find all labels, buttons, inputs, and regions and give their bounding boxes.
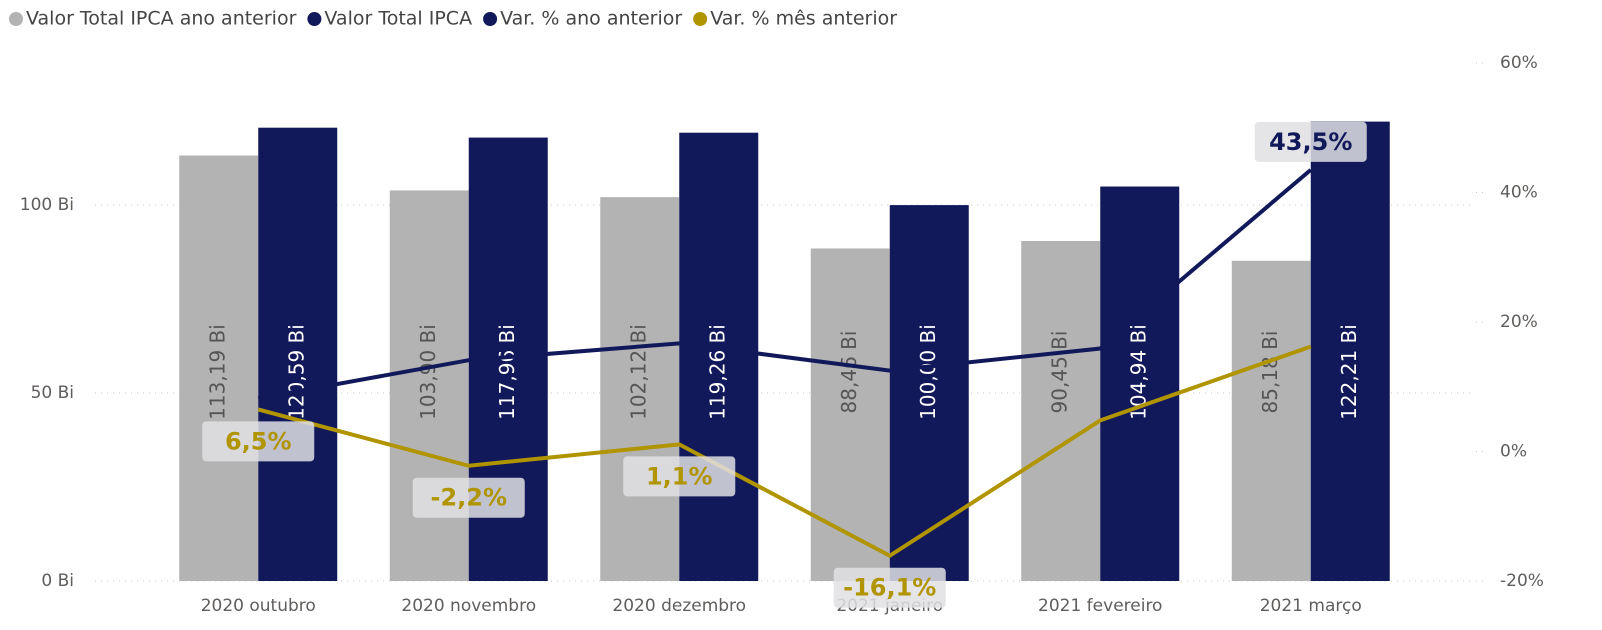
- legend-label: Var. % ano anterior: [500, 8, 682, 30]
- bar: [1021, 240, 1101, 582]
- x-tick-label: 2021 março: [1260, 596, 1362, 616]
- line-value-label: 43,5%: [1269, 128, 1352, 156]
- bar-value-label: 102,12 Bi: [626, 324, 650, 420]
- bar: [1100, 186, 1180, 581]
- legend-label: Var. % mês anterior: [710, 8, 897, 30]
- y2-tick-label: 60%: [1500, 53, 1538, 73]
- bar-value-label: 90,45 Bi: [1047, 331, 1071, 414]
- bar: [1310, 121, 1390, 582]
- line-value-label: -2,2%: [430, 484, 507, 512]
- line: [257, 168, 1313, 401]
- bar-value-label: 113,19 Bi: [205, 324, 229, 420]
- data-label-bg: [833, 567, 946, 608]
- bar: [889, 205, 969, 581]
- legend-marker: [693, 12, 708, 26]
- bar-value-label: 122,21 Bi: [1337, 324, 1361, 420]
- x-tick-label: 2021 fevereiro: [1038, 596, 1162, 616]
- line-value-label: -16,1%: [843, 574, 936, 602]
- line-value-label: 6,5%: [225, 427, 292, 455]
- y2-tick-label: 20%: [1500, 312, 1538, 332]
- data-label-bg: [1254, 121, 1367, 162]
- y2-tick-label: 40%: [1500, 183, 1538, 203]
- bar-value-label: 120,59 Bi: [284, 324, 308, 420]
- bar-value-label: 100,00 Bi: [916, 324, 940, 420]
- line-value-label: 1,1%: [646, 462, 713, 490]
- x-tick-label: 2020 outubro: [201, 596, 316, 616]
- data-label-bg: [202, 421, 315, 462]
- legend-marker: [483, 12, 498, 26]
- bar: [258, 127, 338, 582]
- y-tick-label: 0 Bi: [41, 571, 74, 591]
- y-tick-label: 100 Bi: [20, 195, 74, 215]
- legend-label: Valor Total IPCA: [324, 8, 472, 30]
- bar-value-label: 119,26 Bi: [705, 324, 729, 420]
- legend-label: Valor Total IPCA ano anterior: [26, 8, 297, 30]
- bar-value-label: 103,90 Bi: [416, 324, 440, 420]
- bar: [179, 155, 259, 581]
- legend: Valor Total IPCA ano anterior Valor Total…: [9, 8, 897, 30]
- x-tick-label: 2020 dezembro: [612, 596, 746, 616]
- bar-value-label: 85,18 Bi: [1258, 331, 1282, 414]
- y2-tick-label: 0%: [1500, 442, 1527, 462]
- legend-marker: [9, 12, 23, 26]
- bar: [1231, 260, 1311, 581]
- bar: [679, 132, 759, 581]
- line: [257, 344, 1312, 559]
- x-tick-label: 2020 novembro: [401, 596, 536, 616]
- data-label-bg: [623, 456, 736, 497]
- y2-tick-label: -20%: [1500, 571, 1544, 591]
- bar-value-label: 88,46 Bi: [837, 331, 861, 414]
- bar: [810, 248, 890, 581]
- bar: [600, 197, 680, 581]
- data-label-bg: [412, 477, 525, 518]
- legend-marker: [307, 12, 322, 26]
- y-tick-label: 50 Bi: [31, 383, 74, 403]
- bar-value-label: 117,96 Bi: [495, 324, 519, 420]
